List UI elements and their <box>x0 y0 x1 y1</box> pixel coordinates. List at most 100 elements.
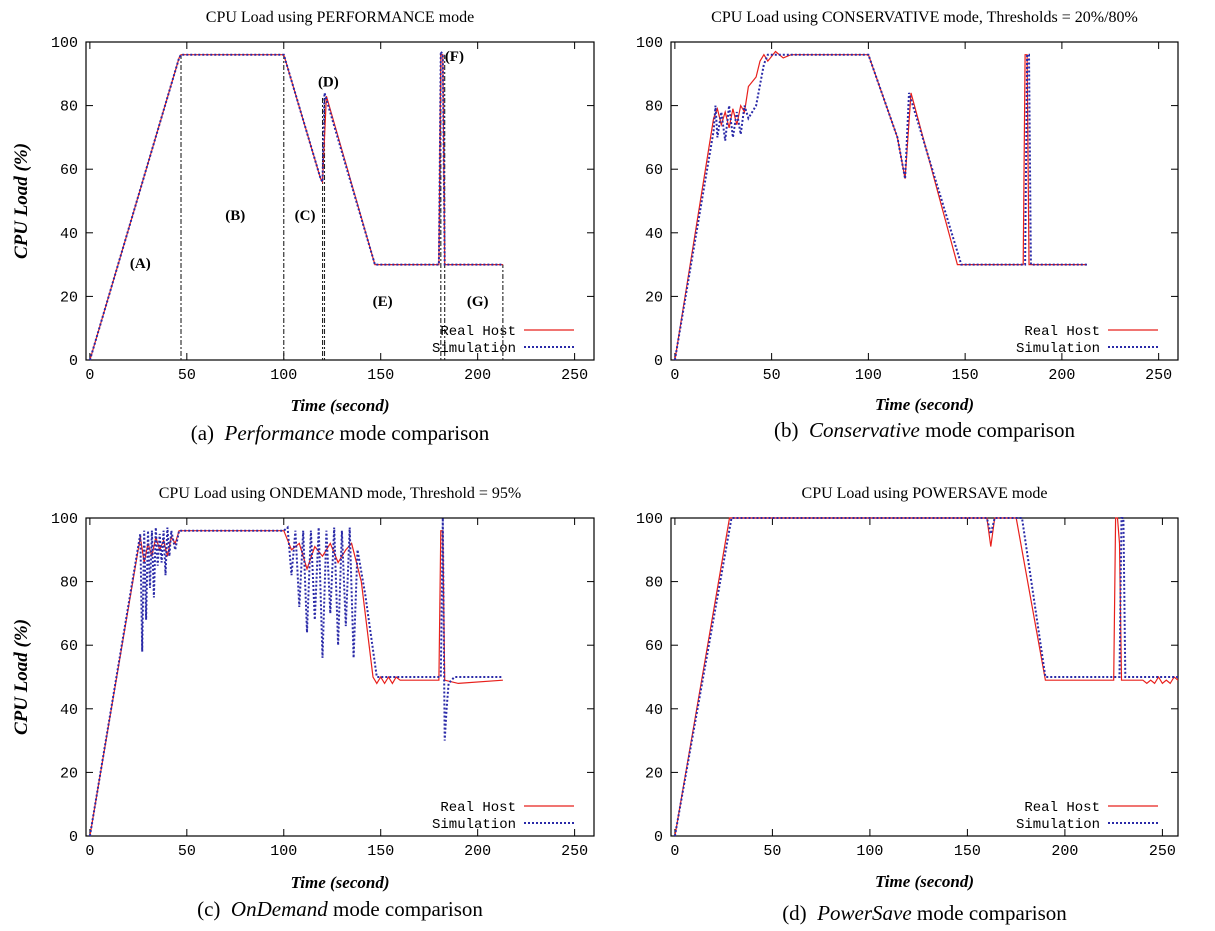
x-tick-label: 0 <box>670 367 679 384</box>
x-tick-label: 0 <box>85 843 94 860</box>
y-axis-label: CPU Load (%) <box>11 143 32 259</box>
caption-space <box>799 418 810 442</box>
y-axis-label: CPU Load (%) <box>11 619 32 735</box>
legend-label: Real Host <box>440 800 516 816</box>
x-tick-label: 200 <box>1051 843 1078 860</box>
y-tick-label: 100 <box>636 511 663 528</box>
y-tick-label: 20 <box>645 765 663 782</box>
caption-mode-name: OnDemand <box>231 897 328 921</box>
caption-mode-name: Performance <box>224 421 335 445</box>
plot-frame <box>85 41 595 361</box>
plot-frame <box>85 517 595 837</box>
y-tick-label: 60 <box>60 638 78 655</box>
x-tick-label: 150 <box>954 843 981 860</box>
panel-caption: (a) Performance mode comparison <box>191 421 490 445</box>
panel-ondemand: CPU Load using ONDEMAND mode, Threshold … <box>11 485 595 921</box>
x-tick-label: 200 <box>464 367 491 384</box>
x-tick-label: 100 <box>270 367 297 384</box>
y-tick-label: 40 <box>645 702 663 719</box>
x-tick-label: 200 <box>464 843 491 860</box>
x-tick-label: 250 <box>561 367 588 384</box>
caption-label: (d) <box>782 901 807 925</box>
caption-mode-name: Conservative <box>809 418 920 442</box>
x-tick-label: 50 <box>763 367 781 384</box>
x-tick-label: 50 <box>178 367 196 384</box>
y-tick-label: 0 <box>69 353 78 370</box>
caption-text: mode comparison <box>328 897 484 921</box>
caption-label: (c) <box>197 897 220 921</box>
x-tick-label: 0 <box>670 843 679 860</box>
x-tick-label: 100 <box>270 843 297 860</box>
panel-powersave: CPU Load using POWERSAVE mode 0 20 40 60 80 10… <box>636 485 1179 925</box>
panel-caption: (d) PowerSave mode comparison <box>782 901 1067 925</box>
y-tick-label: 80 <box>645 575 663 592</box>
x-axis-label: Time (second) <box>291 873 390 892</box>
legend-label: Simulation <box>432 817 516 833</box>
caption-text: mode comparison <box>912 901 1068 925</box>
y-tick-label: 20 <box>645 289 663 306</box>
x-tick-label: 200 <box>1048 367 1075 384</box>
x-axis-label: Time (second) <box>875 872 974 891</box>
phase-annotation: (C) <box>295 208 316 224</box>
y-tick-label: 100 <box>51 35 78 52</box>
x-axis-label: Time (second) <box>875 395 974 414</box>
series-simulation-line <box>673 517 1178 837</box>
x-tick-label: 150 <box>367 843 394 860</box>
x-tick-label: 0 <box>85 367 94 384</box>
x-tick-label: 250 <box>561 843 588 860</box>
caption-space <box>807 901 818 925</box>
series-real-host-line <box>89 530 503 837</box>
chart-title: CPU Load using ONDEMAND mode, Threshold … <box>159 485 521 502</box>
chart-title: CPU Load using POWERSAVE mode <box>802 485 1048 502</box>
caption-space <box>214 421 225 445</box>
caption-label: (a) <box>191 421 214 445</box>
y-tick-label: 40 <box>60 226 78 243</box>
panel-performance: CPU Load using PERFORMANCE mode 0 20 40 60 80… <box>11 9 595 445</box>
x-tick-label: 50 <box>763 843 781 860</box>
phase-annotation: (A) <box>130 256 151 272</box>
x-tick-label: 250 <box>1149 843 1176 860</box>
x-axis-label: Time (second) <box>291 396 390 415</box>
phase-annotation: (F) <box>445 49 464 65</box>
y-tick-label: 40 <box>60 702 78 719</box>
legend-label: Simulation <box>432 341 516 357</box>
x-tick-label: 250 <box>1145 367 1172 384</box>
series-real-host-line <box>674 50 1087 361</box>
y-tick-label: 0 <box>69 829 78 846</box>
phase-annotation: (E) <box>373 294 393 310</box>
plot-frame <box>670 517 1179 837</box>
y-tick-label: 20 <box>60 289 78 306</box>
y-tick-label: 60 <box>645 162 663 179</box>
legend-label: Real Host <box>440 324 516 340</box>
chart-title: CPU Load using CONSERVATIVE mode, Thresh… <box>711 9 1138 26</box>
panel-caption: (c) OnDemand mode comparison <box>197 897 483 921</box>
phase-annotation: (G) <box>467 294 489 310</box>
y-tick-label: 40 <box>645 226 663 243</box>
y-tick-label: 80 <box>645 99 663 116</box>
legend-label: Real Host <box>1024 800 1100 816</box>
series-simulation-line <box>673 53 1087 361</box>
legend-label: Simulation <box>1016 817 1100 833</box>
caption-text: mode comparison <box>920 418 1076 442</box>
legend-label: Simulation <box>1016 341 1100 357</box>
series-real-host-line <box>674 517 1179 837</box>
plot-frame <box>670 41 1179 361</box>
x-tick-label: 150 <box>367 367 394 384</box>
legend-label: Real Host <box>1024 324 1100 340</box>
chart-title: CPU Load using PERFORMANCE mode <box>206 9 474 26</box>
y-tick-label: 100 <box>51 511 78 528</box>
caption-text: mode comparison <box>334 421 490 445</box>
y-tick-label: 80 <box>60 575 78 592</box>
caption-label: (b) <box>774 418 799 442</box>
x-tick-label: 50 <box>178 843 196 860</box>
caption-mode-name: PowerSave <box>816 901 911 925</box>
y-tick-label: 0 <box>654 353 663 370</box>
panel-caption: (b) Conservative mode comparison <box>774 418 1075 442</box>
y-tick-label: 20 <box>60 765 78 782</box>
y-tick-label: 0 <box>654 829 663 846</box>
x-tick-label: 150 <box>952 367 979 384</box>
caption-space <box>220 897 231 921</box>
series-simulation-line <box>88 517 503 837</box>
panel-conservative: CPU Load using CONSERVATIVE mode, Thresh… <box>636 9 1179 442</box>
